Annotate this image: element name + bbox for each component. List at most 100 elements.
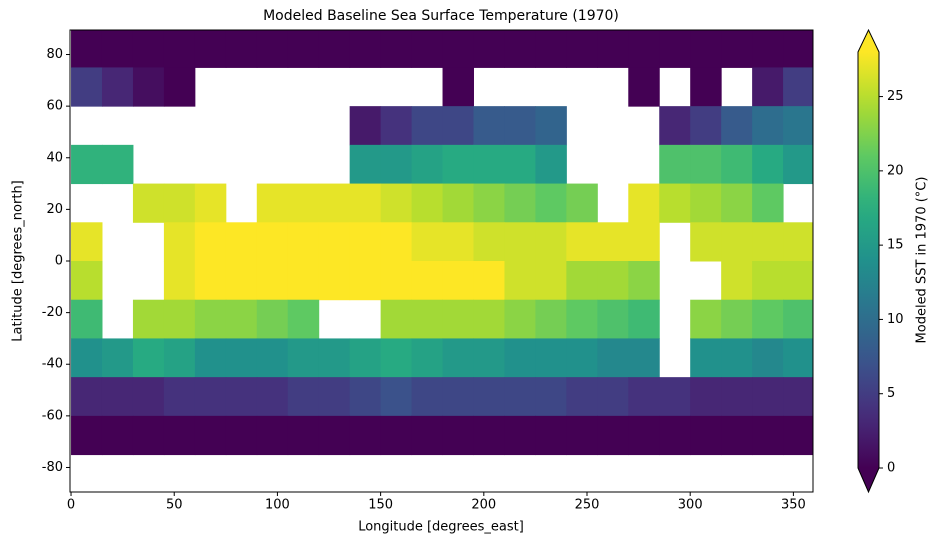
colorbar-label: Modeled SST in 1970 (°C)	[915, 177, 930, 344]
heat-cell	[597, 30, 629, 68]
heat-cell	[535, 30, 567, 68]
heat-cell	[690, 144, 722, 185]
heat-cell	[411, 222, 444, 262]
y-tick-label: -80	[42, 460, 63, 475]
heat-cell	[566, 415, 598, 456]
heat-cell	[721, 338, 753, 378]
heat-cell	[411, 106, 444, 146]
y-tick-label: 40	[46, 150, 63, 165]
heat-cell	[71, 261, 103, 301]
heat-cell	[535, 144, 567, 185]
heat-cell	[597, 299, 629, 339]
heat-cell	[566, 183, 598, 223]
heat-cell	[659, 183, 691, 223]
heat-cell	[318, 30, 351, 68]
heat-cell	[783, 222, 813, 262]
heat-cell	[721, 30, 753, 68]
heat-cell	[349, 144, 382, 185]
heat-cell	[411, 338, 444, 378]
heat-cell	[721, 222, 753, 262]
heat-cell	[504, 30, 536, 68]
heat-cell	[504, 377, 536, 417]
x-tick-label: 0	[67, 498, 75, 513]
heat-cell	[287, 222, 320, 262]
heat-cell	[659, 144, 691, 185]
colorbar-tick-label: 0	[887, 461, 895, 476]
heat-cell	[256, 183, 289, 223]
heat-cell	[225, 222, 258, 262]
x-tick-label: 300	[678, 498, 703, 513]
heat-cell	[690, 222, 722, 262]
heat-cell	[256, 222, 289, 262]
heat-cell	[566, 338, 598, 378]
heat-cell	[535, 377, 567, 417]
heat-cell	[473, 30, 505, 68]
chart-title: Modeled Baseline Sea Surface Temperature…	[263, 8, 619, 24]
x-axis-label: Longitude [degrees_east]	[358, 520, 524, 535]
heat-cell	[349, 183, 382, 223]
heat-cell	[380, 377, 413, 417]
heat-cell	[380, 222, 413, 262]
heat-cell	[783, 338, 813, 378]
heat-cell	[380, 30, 413, 68]
heat-cell	[628, 261, 660, 301]
heat-cell	[721, 183, 753, 223]
heat-cell	[628, 222, 660, 262]
colorbar-extend-max	[858, 30, 879, 52]
heat-cell	[411, 377, 444, 417]
heat-cell	[225, 338, 258, 378]
heat-cell	[442, 299, 474, 339]
heat-cell	[71, 338, 103, 378]
heat-cell	[318, 338, 351, 378]
heat-cell	[535, 299, 567, 339]
heat-cell	[380, 338, 413, 378]
heat-cell	[194, 415, 227, 456]
heat-cell	[380, 106, 413, 146]
heat-cell	[659, 377, 691, 417]
heat-cell	[659, 106, 691, 146]
heat-cell	[287, 299, 320, 339]
heat-cell	[566, 377, 598, 417]
heat-cell	[380, 183, 413, 223]
heat-cell	[690, 30, 722, 68]
y-tick-label: 20	[46, 202, 63, 217]
heat-cell	[783, 144, 813, 185]
heat-cell	[659, 30, 691, 68]
heat-cell	[628, 183, 660, 223]
heat-cell	[101, 144, 134, 185]
heat-cell	[287, 183, 320, 223]
heat-cell	[628, 30, 660, 68]
heat-cell	[411, 183, 444, 223]
heat-cell	[628, 338, 660, 378]
heat-cell	[349, 30, 382, 68]
heat-cell	[380, 144, 413, 185]
heat-cell	[411, 261, 444, 301]
heat-cell	[71, 222, 103, 262]
heat-cell	[721, 106, 753, 146]
heat-cell	[101, 30, 134, 68]
heat-cell	[411, 30, 444, 68]
heat-cell	[287, 338, 320, 378]
heat-cell	[504, 338, 536, 378]
y-tick-label: 80	[46, 47, 63, 62]
heat-cell	[535, 222, 567, 262]
heat-cell	[566, 30, 598, 68]
colorbar-extend-min	[858, 468, 879, 492]
heat-cell	[473, 415, 505, 456]
heat-cell	[535, 106, 567, 146]
heat-cell	[256, 415, 289, 456]
heat-cell	[690, 377, 722, 417]
heatmap-cells	[71, 30, 813, 456]
heat-cell	[690, 67, 722, 107]
heat-cell	[721, 261, 753, 301]
heat-cell	[628, 299, 660, 339]
heat-cell	[318, 261, 351, 301]
heat-cell	[225, 377, 258, 417]
heat-cell	[535, 415, 567, 456]
heat-cell	[442, 415, 474, 456]
heat-cell	[504, 183, 536, 223]
heat-cell	[442, 67, 474, 107]
y-axis-label: Latitude [degrees_north]	[11, 180, 26, 341]
heat-cell	[132, 67, 165, 107]
